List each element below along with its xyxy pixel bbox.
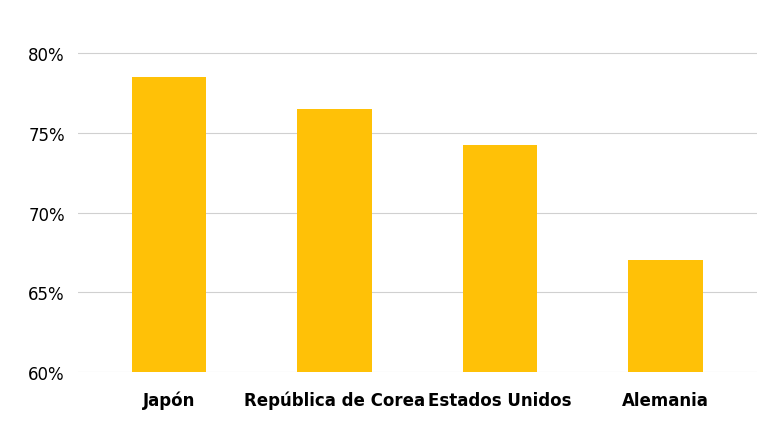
Bar (297, 110, 372, 372)
Bar (629, 261, 703, 372)
Bar (132, 78, 206, 372)
Bar (463, 146, 537, 372)
